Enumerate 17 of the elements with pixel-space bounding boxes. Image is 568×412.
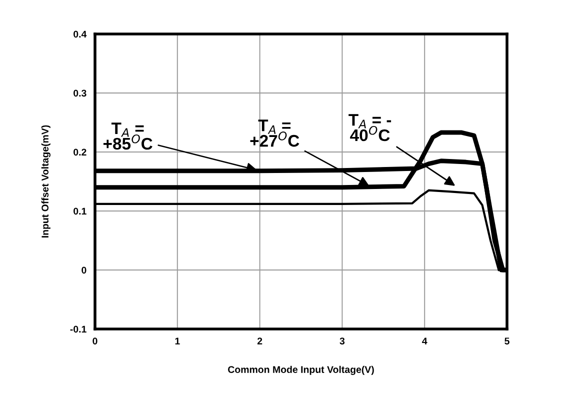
x-tick-label: 5: [504, 338, 510, 344]
y-tick-label: 0.3: [74, 90, 86, 97]
x-tick-label: 0: [92, 338, 98, 344]
annotation: T$_{A}$ = - 40$^{O}$C: [348, 114, 392, 142]
x-axis-title: Common Mode Input Voltage(V): [228, 366, 374, 375]
y-tick-label: 0: [82, 266, 86, 274]
x-tick-label: 4: [422, 338, 428, 344]
y-tick-label: 0.4: [74, 30, 87, 38]
y-tick-label: 0.2: [74, 148, 86, 156]
annotation: T$_{A}$ = +27$^{O}$C: [250, 120, 300, 147]
y-tick-label: -0.1: [70, 326, 86, 333]
x-tick-label: 1: [175, 338, 180, 344]
annotation: T$_{A}$ = +85$^{O}$C: [103, 122, 152, 150]
y-axis-title: Input Offset Voltage(mV): [41, 125, 50, 238]
y-tick-label: 0.1: [74, 208, 86, 215]
x-tick-label: 2: [257, 338, 262, 344]
x-tick-label: 3: [340, 338, 345, 344]
